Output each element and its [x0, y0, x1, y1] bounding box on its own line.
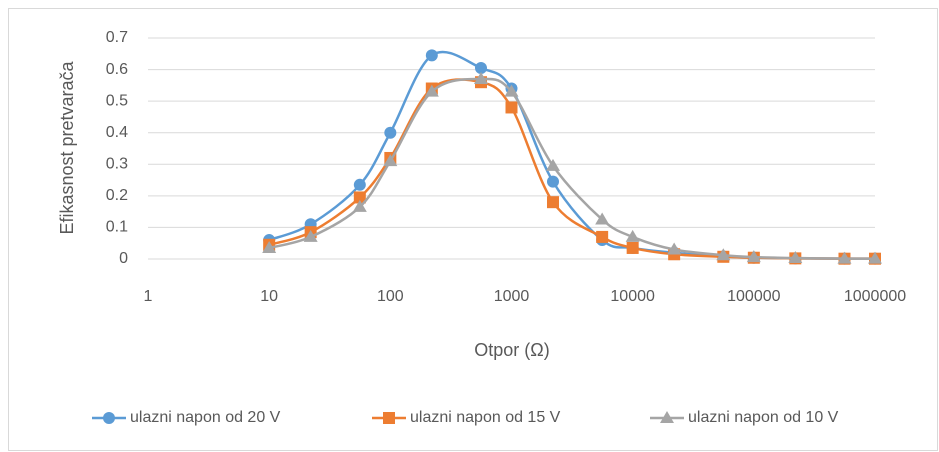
x-tick-label: 1000	[494, 288, 530, 305]
legend-label: ulazni napon od 15 V	[410, 409, 561, 426]
y-tick-label: 0.3	[106, 156, 128, 173]
x-tick-label: 1	[144, 288, 153, 305]
marker	[716, 248, 731, 261]
x-axis-label: Otpor (Ω)	[474, 340, 549, 360]
marker	[595, 212, 610, 225]
marker	[746, 250, 761, 263]
marker	[546, 175, 559, 188]
marker	[837, 251, 852, 264]
marker	[473, 72, 488, 85]
y-tick-label: 0.6	[106, 61, 128, 78]
legend-label: ulazni napon od 10 V	[688, 409, 839, 426]
marker	[353, 191, 366, 204]
marker	[505, 101, 518, 114]
marker	[788, 251, 803, 264]
y-tick-label: 0.5	[106, 92, 128, 109]
marker	[425, 49, 438, 62]
marker	[383, 154, 398, 167]
x-tick-label: 1000000	[844, 288, 906, 305]
marker	[383, 412, 395, 424]
y-axis-label: Efikasnost pretvarača	[57, 60, 77, 234]
marker	[667, 242, 682, 255]
x-tick-label: 100000	[727, 288, 780, 305]
marker	[626, 241, 639, 254]
x-tick-label: 10000	[610, 288, 655, 305]
series-line	[268, 77, 876, 260]
marker	[103, 412, 115, 424]
y-tick-label: 0.7	[106, 29, 128, 46]
marker	[545, 158, 560, 171]
marker	[424, 84, 439, 97]
marker	[474, 61, 487, 74]
marker	[868, 251, 882, 264]
marker	[546, 196, 559, 209]
marker	[384, 126, 397, 139]
x-tick-label: 100	[377, 288, 404, 305]
marker	[262, 240, 277, 253]
marker	[660, 411, 674, 423]
marker	[353, 178, 366, 191]
legend-label: ulazni napon od 20 V	[130, 409, 281, 426]
x-tick-label: 10	[260, 288, 278, 305]
y-tick-label: 0.4	[106, 124, 128, 141]
y-tick-label: 0.2	[106, 187, 128, 204]
marker	[625, 229, 640, 242]
marker	[504, 84, 519, 97]
marker	[352, 199, 367, 212]
marker	[596, 230, 609, 243]
y-tick-label: 0	[119, 250, 128, 267]
y-tick-label: 0.1	[106, 219, 128, 236]
chart-frame	[8, 8, 938, 451]
marker	[303, 229, 318, 242]
